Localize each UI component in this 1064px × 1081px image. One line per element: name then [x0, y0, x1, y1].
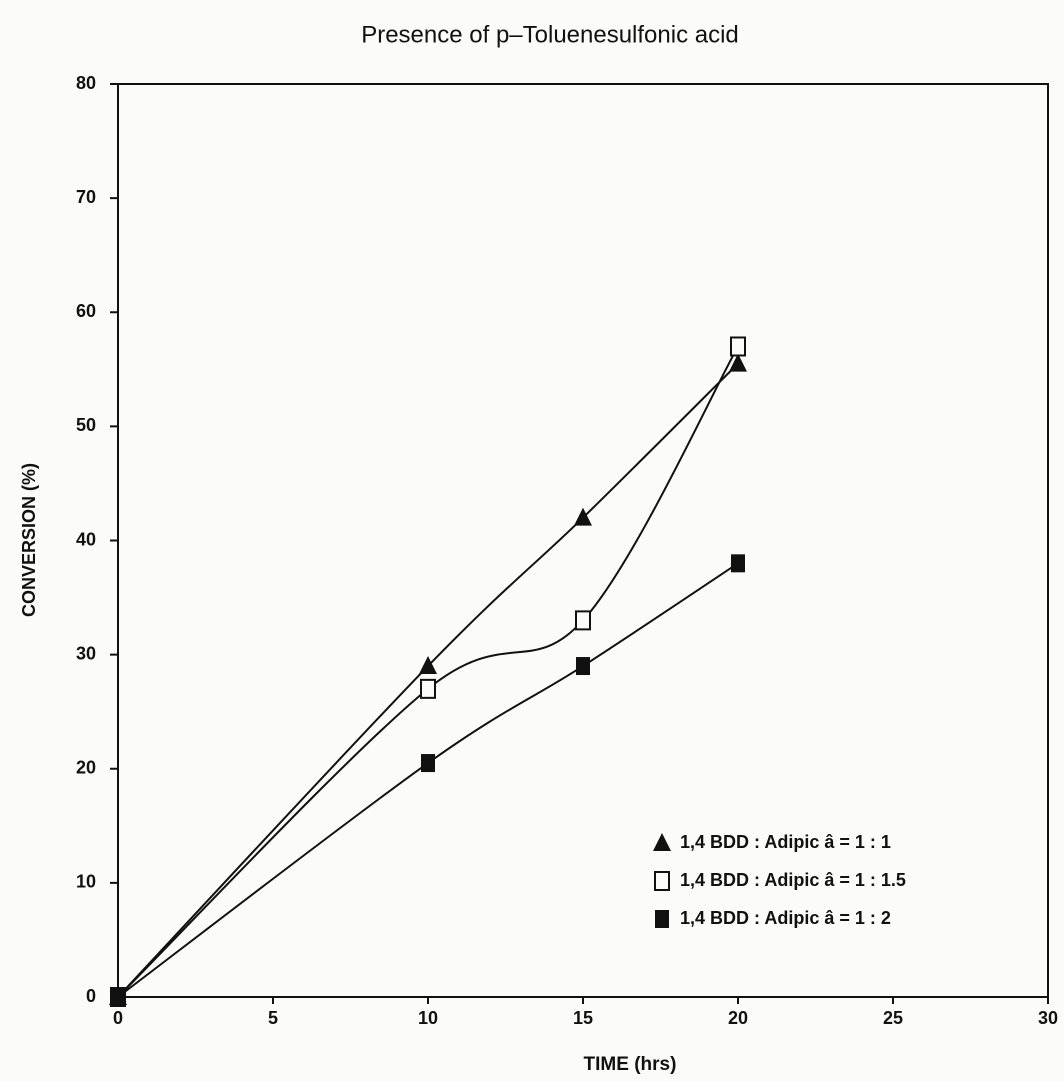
y-tick-label: 40 [76, 529, 96, 549]
data-point [574, 507, 592, 526]
x-axis-label: TIME (hrs) [584, 1054, 677, 1075]
x-tick-label: 15 [573, 1008, 593, 1028]
legend-label: 1,4 BDD : Adipic â = 1 : 1 [680, 832, 891, 852]
series-line [117, 562, 739, 998]
data-point [419, 656, 437, 675]
data-point [421, 754, 435, 773]
legend-label: 1,4 BDD : Adipic â = 1 : 1.5 [680, 870, 906, 890]
x-tick-label: 0 [113, 1008, 123, 1028]
data-point [420, 678, 436, 699]
x-tick-label: 30 [1038, 1008, 1058, 1028]
y-tick-label: 10 [76, 872, 96, 892]
y-tick-label: 60 [76, 301, 96, 321]
data-point [730, 336, 746, 357]
data-point [731, 554, 745, 573]
legend-label: 1,4 BDD : Adipic â = 1 : 2 [680, 908, 891, 928]
data-point [111, 988, 125, 1006]
legend-marker [655, 910, 669, 928]
y-tick-label: 70 [76, 187, 96, 207]
data-point [729, 353, 747, 372]
series-line [117, 345, 739, 998]
x-tick-label: 25 [883, 1008, 903, 1028]
data-point [575, 610, 591, 631]
plot-frame [117, 83, 1049, 998]
legend-marker [654, 871, 670, 891]
y-tick-label: 50 [76, 415, 96, 435]
y-axis-label: CONVERSION (%) [19, 463, 39, 617]
y-tick-label: 30 [76, 643, 96, 663]
data-point [576, 657, 590, 676]
chart-title: Presence of p–Toluenesulfonic acid [361, 21, 739, 48]
x-tick-label: 5 [268, 1008, 278, 1028]
y-tick-label: 80 [76, 73, 96, 93]
y-tick-label: 20 [76, 758, 96, 778]
legend-marker [653, 833, 671, 851]
y-tick-label: 0 [86, 986, 96, 1006]
x-tick-label: 10 [418, 1008, 438, 1028]
x-tick-label: 20 [728, 1008, 748, 1028]
series-line [117, 362, 739, 998]
